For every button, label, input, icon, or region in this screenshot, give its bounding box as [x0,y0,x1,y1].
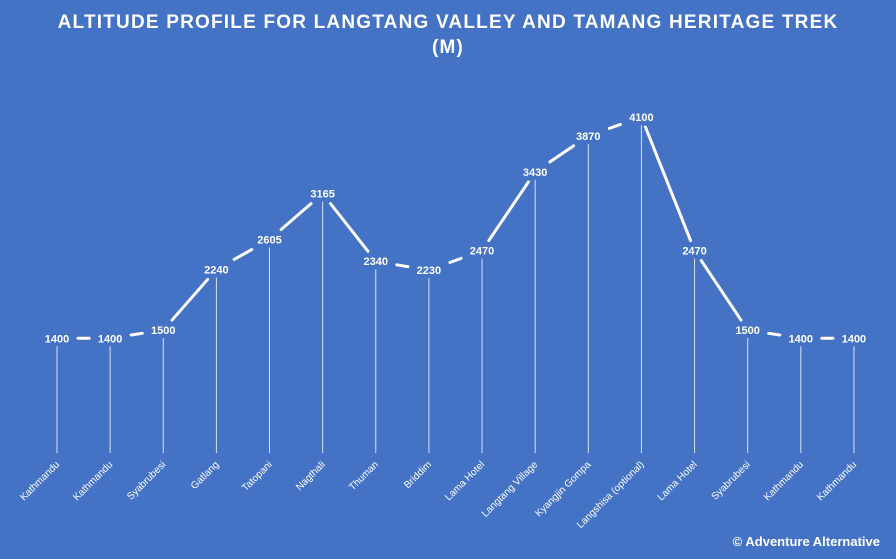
x-tick-label: Syabrubesi [125,459,168,502]
x-tick-label: Nagthali [294,459,328,493]
x-tick-label: Kathmandu [71,459,115,503]
data-label: 2470 [682,246,706,258]
data-label: 3870 [576,131,600,143]
copyright-text: © Adventure Alternative [732,534,880,549]
chart-title-line2: (M) [431,37,465,58]
x-tick-label: Kathmandu [815,459,859,503]
data-label: 1400 [789,333,813,345]
x-tick-label: Lama Hotel [443,459,487,503]
data-label: 1500 [151,325,175,337]
x-tick-label: Thuman [347,459,381,493]
series-line-segment [395,263,410,269]
series-line-segment [279,202,313,232]
data-label: 1400 [842,333,866,345]
data-label: 2470 [470,246,494,258]
series-line-segment [329,202,370,253]
x-tick-label: Langtang Village [480,459,541,520]
data-label: 4100 [629,112,653,124]
x-tick-label: Kathmandu [762,459,806,503]
chart-title-line1: ALTITUDE PROFILE FOR LANGTANG VALLEY AND… [57,12,839,33]
x-tick-label: Tatopani [240,459,275,494]
x-tick-label: Lama Hotel [656,459,700,503]
series-line-segment [699,259,743,322]
x-tick-label: Kathmandu [18,459,62,503]
x-tick-label: Gatlang [189,459,222,492]
series-line-segment [643,125,693,243]
data-label: 2230 [417,265,441,277]
data-label: 3430 [523,167,547,179]
data-label: 1500 [735,325,759,337]
data-label: 2340 [364,256,388,268]
chart-title: ALTITUDE PROFILE FOR LANGTANG VALLEY AND… [0,10,896,60]
data-label: 2605 [257,235,281,247]
series-line-segment [607,122,622,130]
series-line-segment [548,144,576,164]
series-line-segment [448,256,463,264]
series-line-segment [232,248,254,261]
series-line-segment [129,331,144,337]
series-line-segment [487,180,530,243]
x-tick-label: Briddim [402,459,434,491]
x-tick-label: Kyangjin Gompa [533,459,593,519]
data-label: 3165 [310,189,334,201]
data-label: 2240 [204,264,228,276]
data-label: 1400 [98,333,122,345]
x-tick-label: Syabrubesi [710,459,753,502]
data-label: 1400 [45,333,69,345]
series-line-segment [170,277,210,322]
series-line-segment [767,331,782,337]
